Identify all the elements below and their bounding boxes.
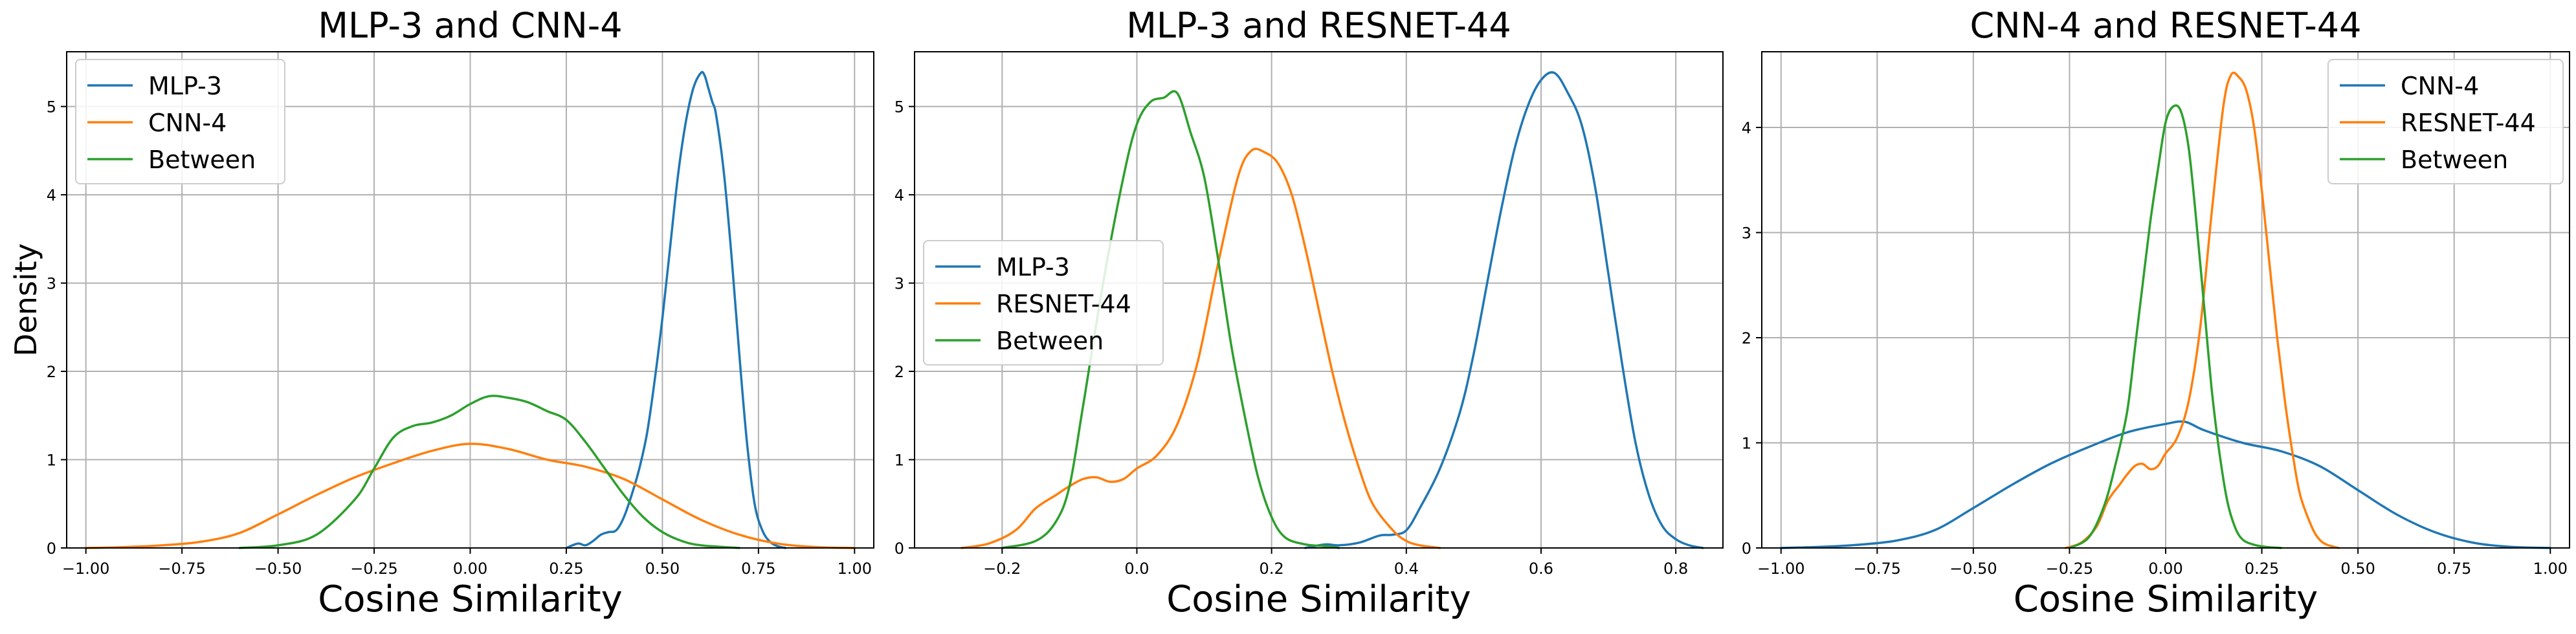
y-tick-label: 4	[1742, 119, 1751, 137]
x-axis-label: Cosine Similarity	[2014, 578, 2318, 620]
y-tick-label: 1	[47, 452, 56, 470]
x-tick-label: −0.75	[158, 560, 206, 578]
series-line-resnet-44	[2064, 71, 2340, 549]
series-line-resnet-44	[960, 148, 1441, 549]
series-line-cnn-4	[84, 443, 856, 549]
y-tick-label: 1	[894, 452, 904, 470]
x-tick-label: 0.75	[741, 560, 775, 578]
series-line-between	[2068, 104, 2283, 549]
y-tick-label: 2	[47, 363, 56, 381]
plot-frame	[914, 51, 1724, 549]
y-tick-label: 0	[47, 540, 56, 558]
series-line-between	[1001, 90, 1340, 549]
y-tick-label: 3	[1742, 224, 1751, 243]
chart-panel-1: −1.00 −0.75 −0.50 −0.25 0.00 0.25 0.50 0.75 1.00…	[8, 5, 874, 620]
x-tick-label: 0.6	[1529, 560, 1553, 578]
legend: CNN-4 RESNET-44 Between	[2327, 59, 2564, 184]
y-tick-label: 5	[894, 98, 904, 116]
legend-label-between: Between	[996, 327, 1104, 355]
x-tick-label: 1.00	[838, 560, 872, 578]
chart-title: CNN-4 and RESNET-44	[1970, 5, 2362, 46]
series-line-mlp-3	[1304, 71, 1704, 549]
x-tick-label: −0.25	[2046, 560, 2094, 578]
y-tick-label: 0	[894, 540, 904, 558]
x-tick-label: 1.00	[2533, 560, 2568, 578]
y-axis-label: Density	[8, 243, 43, 356]
y-tick-label: 0	[1742, 540, 1751, 558]
x-tick-label: 0.25	[2245, 560, 2279, 578]
legend-label-between: Between	[148, 146, 256, 174]
legend-box	[2327, 59, 2564, 184]
legend-label-between: Between	[2401, 146, 2508, 174]
x-tick-label: 0.0	[1124, 560, 1149, 578]
y-tick-label: 3	[894, 275, 904, 293]
x-tick-label: 0.00	[2148, 560, 2182, 578]
x-tick-label: 0.25	[549, 560, 583, 578]
x-tick-label: 0.50	[2340, 560, 2375, 578]
x-tick-label: 0.8	[1663, 560, 1688, 578]
legend-label-resnet-44: RESNET-44	[2401, 109, 2536, 137]
x-tick-label: −0.75	[1854, 560, 1902, 578]
x-tick-label: −1.00	[1757, 560, 1805, 578]
legend-box	[923, 240, 1164, 366]
y-tick-label: 2	[894, 363, 904, 381]
y-tick-label: 3	[47, 275, 56, 293]
y-tick-label: 5	[47, 98, 56, 116]
x-tick-label: −0.25	[350, 560, 398, 578]
y-tick-label: 4	[47, 186, 56, 204]
y-tick-label: 1	[1742, 435, 1751, 453]
y-tick-label: 4	[894, 186, 904, 204]
legend-label-cnn-4: CNN-4	[148, 109, 227, 137]
x-axis-label: Cosine Similarity	[1166, 578, 1471, 620]
x-tick-label: 0.75	[2437, 560, 2471, 578]
legend-label-cnn-4: CNN-4	[2401, 72, 2479, 100]
y-tick-label: 2	[1742, 329, 1751, 347]
legend-label-mlp-3: MLP-3	[996, 253, 1070, 281]
x-tick-label: 0.00	[453, 560, 487, 578]
x-tick-label: 0.50	[645, 560, 680, 578]
chart-panel-2: −0.2 0.0 0.2 0.4 0.6 0.8 0 1 2 3 4 5 MLP-3 and RESNE…	[894, 5, 1724, 620]
legend-label-resnet-44: RESNET-44	[996, 290, 1131, 318]
x-tick-label: −0.2	[983, 560, 1021, 578]
x-tick-label: −0.50	[254, 560, 302, 578]
x-tick-label: −0.50	[1949, 560, 1997, 578]
legend: MLP-3 CNN-4 Between	[75, 59, 285, 184]
x-tick-label: 0.4	[1394, 560, 1419, 578]
x-axis-label: Cosine Similarity	[318, 578, 623, 620]
series-line-between	[238, 395, 740, 549]
x-tick-label: −1.00	[62, 560, 110, 578]
chart-title: MLP-3 and RESNET-44	[1126, 5, 1511, 46]
chart-panel-3: −1.00 −0.75 −0.50 −0.25 0.00 0.25 0.50 0.75 1.00…	[1742, 5, 2570, 620]
legend-label-mlp-3: MLP-3	[148, 72, 222, 100]
x-tick-label: 0.2	[1260, 560, 1284, 578]
legend-box	[75, 59, 285, 184]
legend: MLP-3 RESNET-44 Between	[923, 240, 1164, 366]
series-line-mlp-3	[565, 71, 787, 549]
series-line-cnn-4	[1779, 420, 2552, 549]
chart-title: MLP-3 and CNN-4	[318, 5, 622, 46]
